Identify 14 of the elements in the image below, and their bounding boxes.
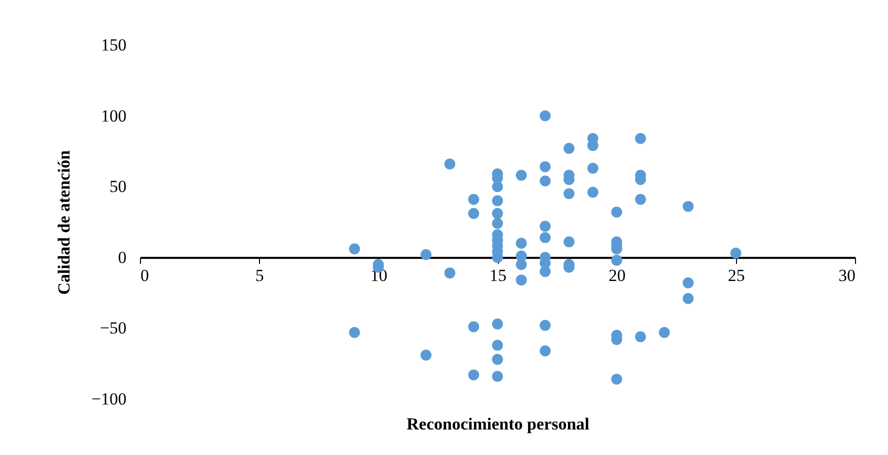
x-tick-label: 30: [838, 266, 856, 285]
x-tick-label: 5: [255, 266, 264, 285]
y-tick-label: 50: [110, 177, 126, 196]
y-tick-label: −50: [100, 318, 126, 338]
y-tick-label: −100: [91, 390, 126, 408]
x-tick-label: 25: [728, 266, 745, 285]
x-tick-label: 15: [490, 266, 506, 285]
x-tick-label: 20: [608, 266, 626, 285]
y-tick-label: 0: [118, 248, 126, 267]
y-tick-label: 100: [101, 106, 126, 126]
y-tick-label: 150: [101, 36, 126, 54]
y-axis-title: Calidad de atención: [54, 150, 74, 295]
x-axis-title: Reconocimiento personal: [406, 414, 590, 434]
x-tick-label: 0: [140, 266, 149, 285]
